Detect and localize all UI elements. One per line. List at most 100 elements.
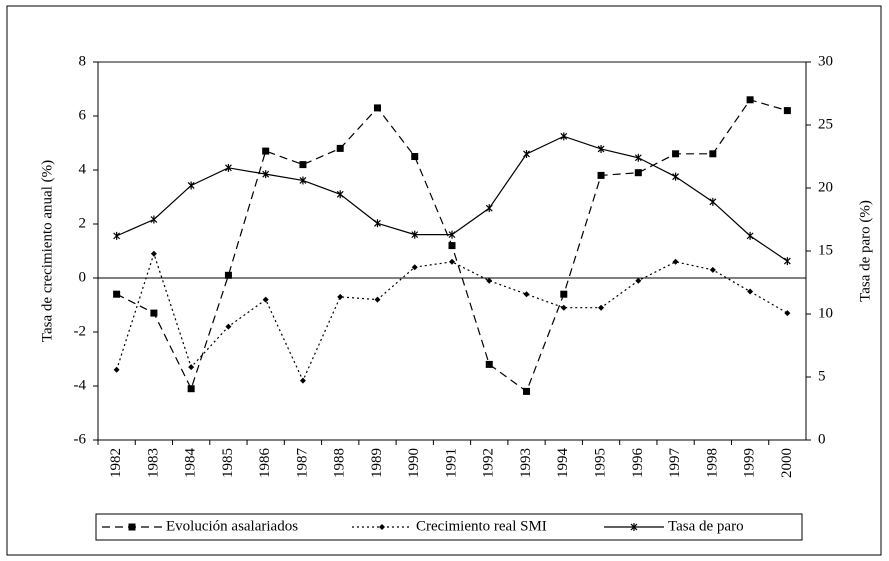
- series-marker: [597, 171, 605, 179]
- series-marker: [672, 150, 680, 158]
- y-tick-label: -6: [74, 431, 87, 447]
- y-tick-label: 0: [79, 269, 87, 285]
- series-marker: [747, 288, 754, 295]
- x-tick-label: 1991: [443, 448, 459, 478]
- x-tick-label: 1998: [704, 448, 720, 478]
- series-line: [116, 251, 788, 383]
- x-tick-label: 1994: [555, 448, 571, 479]
- series-marker: [746, 231, 754, 240]
- y2-axis-title: Tasa de paro (%): [857, 200, 873, 302]
- series-marker: [113, 290, 121, 298]
- series-marker: [336, 190, 344, 199]
- series-marker: [448, 230, 456, 239]
- x-tick-label: 2000: [779, 448, 795, 478]
- x-tick-label: 1996: [630, 448, 646, 479]
- series-marker: [485, 204, 493, 213]
- series-marker: [485, 360, 493, 368]
- series-marker: [262, 147, 270, 155]
- x-tick-label: 1986: [257, 448, 273, 479]
- series-marker: [709, 266, 716, 273]
- series-marker: [262, 296, 269, 303]
- y2-tick-label: 10: [818, 305, 833, 321]
- series-marker: [784, 310, 791, 317]
- series-marker: [299, 377, 306, 384]
- series-marker: [634, 153, 642, 162]
- legend-marker: [630, 523, 638, 531]
- series-marker: [634, 169, 642, 177]
- series-marker: [336, 144, 344, 152]
- x-tick-label: 1983: [145, 448, 161, 478]
- series-marker: [187, 385, 195, 393]
- series-marker: [225, 323, 232, 330]
- series-marker: [783, 107, 791, 115]
- series-marker: [746, 96, 754, 104]
- series-marker: [523, 291, 530, 298]
- legend-box: [95, 513, 803, 541]
- series-marker: [187, 181, 195, 190]
- y-tick-label: 6: [79, 107, 87, 123]
- series-marker: [224, 163, 232, 172]
- x-tick-label: 1990: [406, 448, 422, 478]
- series-marker: [150, 250, 157, 257]
- series-marker: [113, 366, 120, 373]
- series-marker: [709, 197, 717, 206]
- series-marker: [188, 364, 195, 371]
- y2-tick-label: 25: [818, 116, 833, 132]
- y-tick-label: -2: [74, 323, 87, 339]
- series-marker: [411, 153, 419, 160]
- series-marker: [374, 219, 381, 228]
- series-marker: [299, 176, 307, 185]
- series-marker: [523, 149, 530, 158]
- series-marker: [709, 150, 717, 158]
- y2-tick-label: 0: [818, 431, 826, 447]
- series-marker: [560, 304, 567, 311]
- series-marker: [783, 257, 791, 266]
- series-marker: [411, 230, 419, 239]
- x-tick-label: 1985: [220, 448, 236, 478]
- x-tick-label: 1989: [369, 448, 385, 478]
- y-tick-label: -4: [74, 377, 87, 393]
- legend-marker: [379, 524, 385, 530]
- legend-label: Evolución asalariados: [166, 518, 298, 534]
- series-marker: [560, 290, 568, 298]
- series-marker: [262, 170, 270, 179]
- series-marker: [635, 277, 642, 284]
- series-marker: [374, 296, 381, 303]
- legend-marker: [128, 523, 136, 531]
- series-marker: [560, 132, 568, 141]
- series-marker: [411, 264, 418, 271]
- y2-tick-label: 30: [818, 53, 833, 69]
- x-tick-label: 1988: [332, 448, 348, 478]
- series-marker: [672, 258, 679, 265]
- y-axis-title: Tasa de crecimiento anual (%): [39, 160, 55, 342]
- x-tick-label: 1999: [742, 448, 758, 478]
- series-marker: [597, 144, 605, 153]
- series-marker: [672, 172, 680, 181]
- x-tick-label: 1993: [518, 448, 534, 478]
- series-marker: [449, 258, 455, 265]
- series-marker: [448, 242, 456, 250]
- legend-label: Tasa de paro: [668, 518, 744, 534]
- series-marker: [486, 277, 493, 284]
- x-tick-label: 1984: [183, 448, 199, 479]
- chart-border: [6, 5, 882, 556]
- series-marker: [373, 104, 381, 112]
- y-tick-label: 8: [79, 53, 87, 69]
- y2-tick-label: 15: [818, 242, 833, 258]
- x-tick-label: 1995: [592, 448, 608, 478]
- series-marker: [224, 271, 232, 279]
- series-marker: [299, 161, 307, 169]
- x-tick-label: 1992: [481, 448, 497, 478]
- series-marker: [337, 293, 344, 300]
- x-tick-label: 1982: [108, 448, 124, 478]
- y2-tick-label: 20: [818, 179, 833, 195]
- y-tick-label: 2: [79, 215, 87, 231]
- series-marker: [113, 231, 121, 240]
- legend-label: Crecimiento real SMI: [416, 518, 547, 534]
- series-marker: [150, 309, 158, 317]
- series-marker: [598, 304, 605, 311]
- x-tick-label: 1997: [667, 448, 683, 479]
- y2-tick-label: 5: [818, 368, 826, 384]
